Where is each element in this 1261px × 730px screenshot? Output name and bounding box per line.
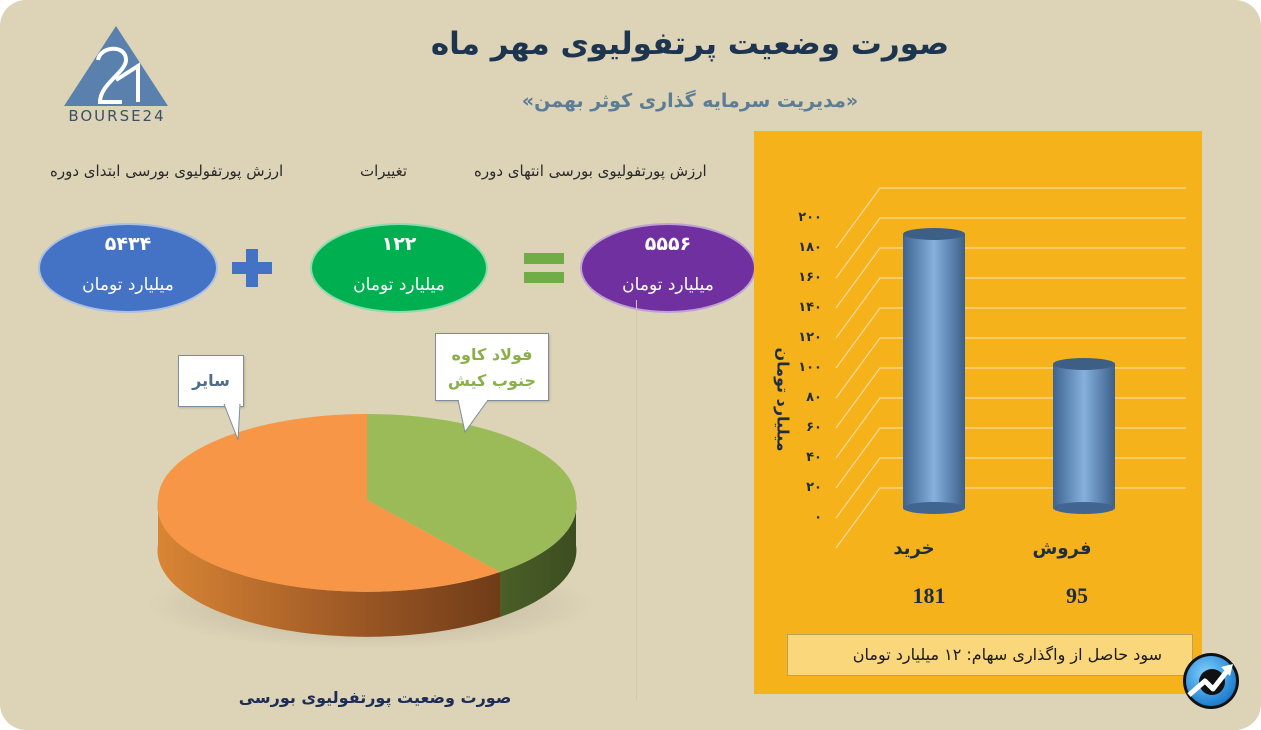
page-subtitle: «مدیریت سرمایه گذاری کوثر بهمن»	[521, 90, 859, 112]
y-tick: ۲۰	[806, 480, 822, 495]
bar-sell	[1053, 358, 1115, 514]
end-value-ellipse: ۵۵۵۶ میلیارد تومان	[580, 223, 756, 313]
y-tick: ۲۰۰	[798, 210, 822, 225]
pie-caption: صورت وضعیت پورتفولیوی بورسی	[238, 688, 512, 707]
callout-kaveh-line1: فولاد کاوه	[451, 345, 533, 364]
change-label: تغییرات	[360, 162, 408, 180]
change-value-ellipse: ۱۲۲ میلیارد تومان	[310, 223, 488, 313]
callout-kaveh: فولاد کاوه جنوب کیش	[435, 333, 549, 401]
y-tick: ۰	[814, 510, 822, 525]
y-tick: ۱۴۰	[798, 300, 822, 315]
change-value: ۱۲۲	[381, 233, 417, 255]
end-value: ۵۵۵۶	[644, 233, 692, 255]
plus-icon	[232, 249, 272, 287]
callout-other-label: سایر	[192, 371, 230, 390]
trend-up-icon	[1183, 653, 1239, 709]
callout-other: سایر	[178, 355, 244, 407]
end-value-unit: میلیارد تومان	[622, 275, 714, 295]
y-tick: ۱۰۰	[798, 360, 822, 375]
value-buy: 181	[912, 583, 946, 608]
section-divider	[636, 300, 637, 700]
equals-icon	[524, 253, 564, 283]
y-tick: ۱۲۰	[798, 330, 822, 345]
start-value-unit: میلیارد تومان	[82, 275, 174, 295]
start-value-ellipse: ۵۴۳۴ میلیارد تومان	[38, 223, 218, 313]
portfolio-pie-chart	[150, 414, 590, 650]
start-value-label: ارزش پورتفولیوی بورسی ابتدای دوره	[50, 162, 284, 180]
y-tick: ۱۸۰	[798, 240, 822, 255]
end-value-label: ارزش پورتفولیوی بورسی انتهای دوره	[474, 162, 707, 180]
category-sell: فروش	[1032, 538, 1092, 559]
y-tick: ۱۶۰	[798, 270, 822, 285]
start-value: ۵۴۳۴	[104, 233, 152, 255]
bar-chart-panel	[754, 131, 1202, 694]
logo-text: BOURSE24	[68, 107, 166, 125]
change-value-unit: میلیارد تومان	[353, 275, 445, 295]
callout-other-pointer	[223, 404, 241, 441]
bar-buy	[903, 228, 965, 514]
callout-kaveh-line2: جنوب کیش	[447, 371, 537, 390]
y-tick: ۸۰	[806, 390, 822, 405]
y-tick: ۶۰	[806, 420, 822, 435]
callout-kaveh-pointer	[457, 400, 489, 434]
value-sell: 95	[1066, 583, 1088, 608]
category-buy: خرید	[893, 538, 935, 559]
page-title: صورت وضعیت پرتفولیوی مهر ماه	[430, 26, 950, 62]
profit-note: سود حاصل از واگذاری سهام: ۱۲ میلیارد توم…	[787, 634, 1193, 676]
y-tick: ۴۰	[806, 450, 822, 465]
bar-cylinders	[903, 228, 1115, 514]
y-axis-title: میلیارد تومان	[773, 347, 793, 452]
bourse24-logo-icon	[64, 26, 168, 106]
